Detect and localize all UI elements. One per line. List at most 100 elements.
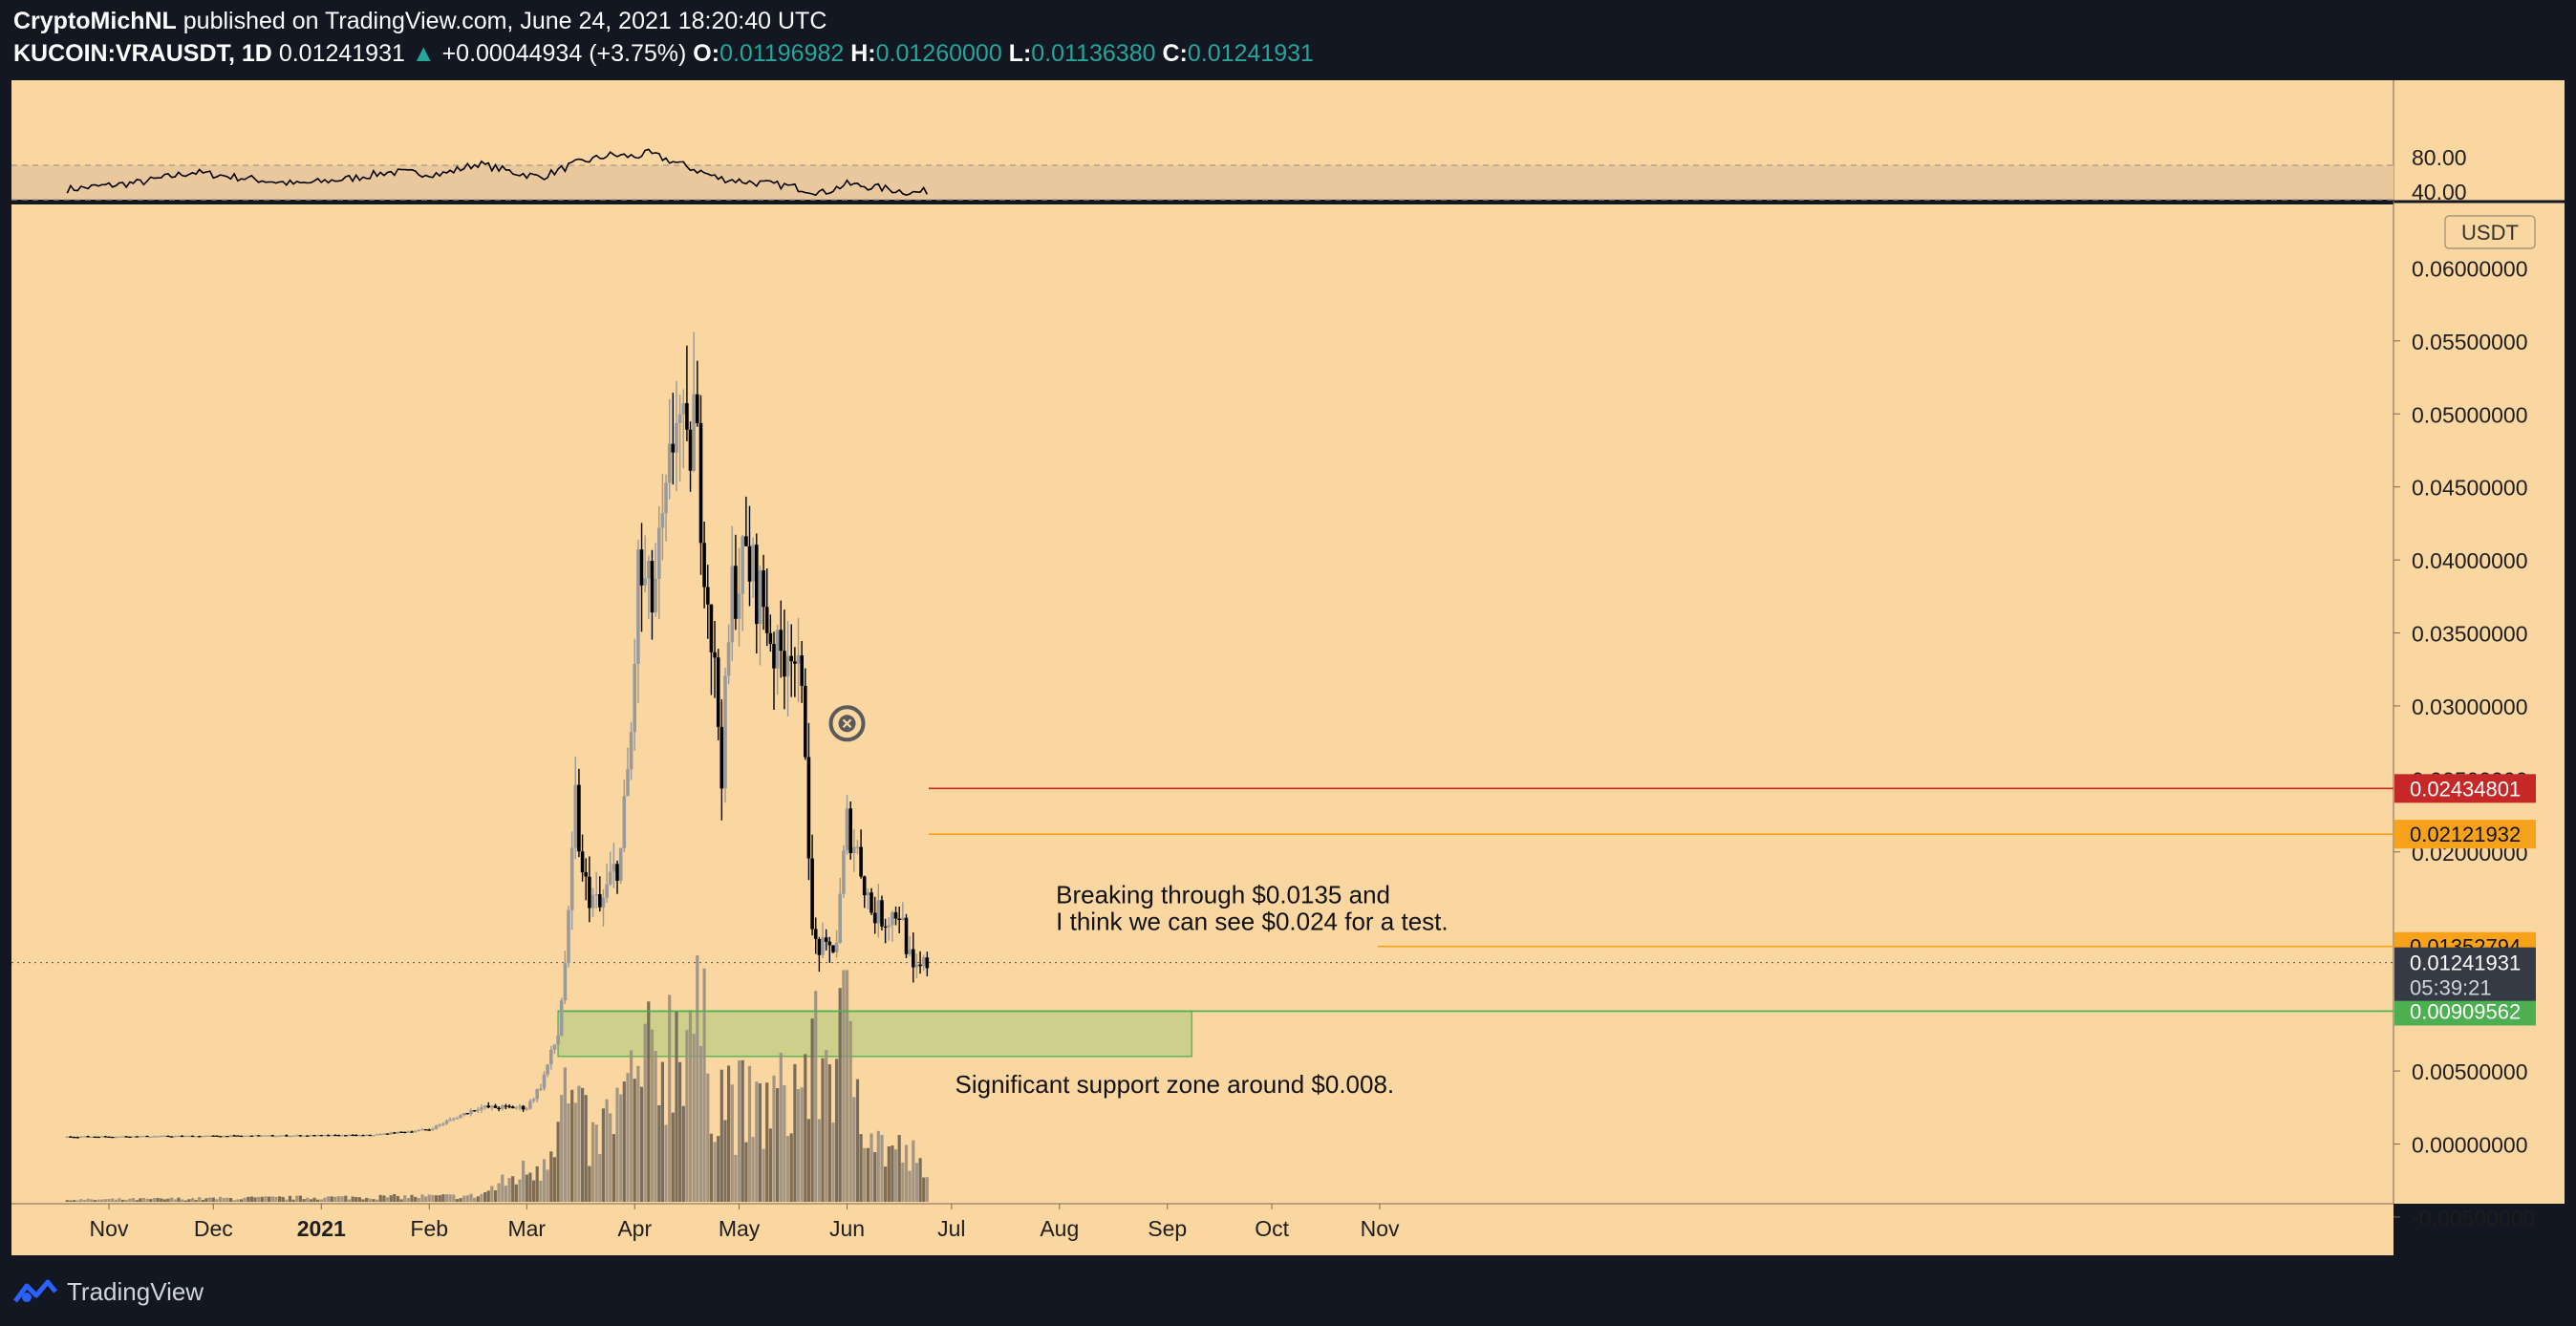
volume-bar	[73, 1200, 76, 1202]
candle-body	[789, 655, 793, 662]
candle-body	[893, 911, 898, 919]
volume-bar	[215, 1199, 219, 1202]
annotation-text[interactable]: Breaking through $0.0135 and I think we c…	[1056, 880, 1448, 935]
candle-body	[842, 850, 846, 894]
rsi-band	[11, 165, 2394, 200]
volume-bar	[615, 1087, 619, 1202]
volume-bar	[382, 1195, 386, 1202]
candle-body	[577, 784, 581, 852]
candle-body	[99, 1136, 104, 1138]
volume-bar	[278, 1196, 282, 1202]
x-axis-background[interactable]	[11, 1204, 2394, 1255]
candle-body	[764, 607, 769, 633]
volume-bar	[302, 1199, 306, 1202]
candle-body	[549, 1049, 553, 1065]
candle-body	[681, 403, 686, 415]
volume-bar	[639, 1086, 644, 1202]
high-label: H:	[850, 40, 876, 67]
time-axis[interactable]: Nov Dec 2021 Feb Mar Apr May Jun Jul Aug Sep Oct Nov	[90, 1204, 1400, 1241]
y-tick-label: 0.04500000	[2412, 476, 2528, 501]
candle-body	[775, 630, 780, 669]
volume-bar	[285, 1199, 289, 1202]
volume-bar	[556, 1122, 560, 1202]
volume-bar	[789, 1133, 793, 1202]
volume-bar	[393, 1194, 397, 1202]
volume-bar	[647, 1001, 651, 1202]
volume-bar	[668, 994, 672, 1202]
volume-bar	[316, 1199, 320, 1202]
volume-bar	[103, 1199, 107, 1202]
candle-body	[872, 912, 877, 924]
volume-bar	[309, 1199, 312, 1202]
candle-body	[810, 858, 814, 930]
candle-body	[187, 1135, 191, 1138]
volume-bar	[678, 1061, 682, 1202]
volume-bar	[664, 1124, 668, 1202]
volume-bar	[417, 1198, 420, 1202]
volume-bar	[573, 1102, 577, 1202]
volume-bar	[609, 1113, 612, 1202]
volume-bar	[738, 1060, 741, 1202]
volume-bar	[762, 1148, 765, 1202]
volume-bar	[170, 1197, 174, 1202]
candle-body	[504, 1105, 508, 1107]
volume-bars	[65, 955, 929, 1202]
candle-body	[319, 1135, 324, 1137]
volume-bar	[532, 1180, 536, 1202]
horizontal-levels[interactable]	[11, 787, 2394, 1013]
candle-body	[480, 1107, 483, 1110]
volume-bar	[160, 1198, 163, 1202]
volume-bar	[340, 1196, 344, 1202]
annotations[interactable]: Breaking through $0.0135 and I think we c…	[828, 705, 1449, 1099]
volume-bar	[727, 1065, 731, 1202]
candle-body	[156, 1136, 160, 1138]
candle-body	[730, 566, 735, 643]
candle-body	[901, 917, 905, 920]
chart-frame[interactable]: 80.00 40.00 Breaking through $0.0135 and I…	[11, 80, 2565, 1255]
candle-body	[131, 1136, 136, 1138]
candle-body	[813, 929, 818, 939]
candle-body	[402, 1131, 407, 1133]
candle-body	[539, 1088, 543, 1090]
candle-body	[438, 1124, 441, 1126]
volume-bar	[459, 1198, 462, 1202]
volume-bar	[901, 1162, 905, 1202]
candle-body	[232, 1135, 236, 1137]
x-tick-label: Jul	[937, 1216, 965, 1241]
volume-bar	[776, 1088, 780, 1202]
candle-body	[716, 657, 720, 727]
volume-bar	[183, 1200, 187, 1202]
candle-body	[615, 864, 619, 881]
candle-body	[82, 1136, 87, 1138]
candle-body	[169, 1136, 174, 1138]
candle-body	[264, 1135, 268, 1137]
candle-body	[315, 1135, 320, 1137]
volume-bar	[922, 1177, 926, 1202]
volume-bar	[264, 1196, 268, 1202]
volume-bar	[312, 1197, 316, 1202]
brand-name[interactable]: TradingView	[67, 1276, 204, 1306]
volume-bar	[190, 1198, 195, 1202]
volume-bar	[859, 1134, 863, 1202]
symbol-label[interactable]: KUCOIN:VRAUSDT, 1D	[13, 40, 272, 67]
currency-badge[interactable]: USDT	[2444, 215, 2536, 249]
volume-bar	[848, 1020, 852, 1202]
x-circle-icon[interactable]	[828, 705, 866, 742]
volume-bar	[522, 1160, 526, 1202]
candle-body	[588, 876, 591, 909]
volume-bar	[219, 1196, 223, 1202]
volume-bar	[274, 1197, 278, 1202]
price-chart[interactable]: 80.00 40.00 Breaking through $0.0135 and I…	[11, 80, 2565, 1255]
volume-bar	[779, 1053, 783, 1202]
volume-bar	[65, 1200, 69, 1202]
candle-body	[382, 1133, 386, 1135]
annotation-text[interactable]: Significant support zone around $0.008.	[955, 1070, 1394, 1099]
volume-bar	[539, 1180, 543, 1202]
candle-body	[75, 1137, 79, 1139]
volume-bar	[831, 1123, 835, 1202]
candle-body	[671, 443, 676, 453]
volume-bar	[406, 1198, 410, 1202]
ohlc-legend: KUCOIN:VRAUSDT, 1D 0.01241931 ▲ +0.00044…	[13, 40, 1314, 68]
tradingview-logo-icon[interactable]	[13, 1278, 57, 1305]
author-name[interactable]: CryptoMichNL	[13, 8, 177, 34]
